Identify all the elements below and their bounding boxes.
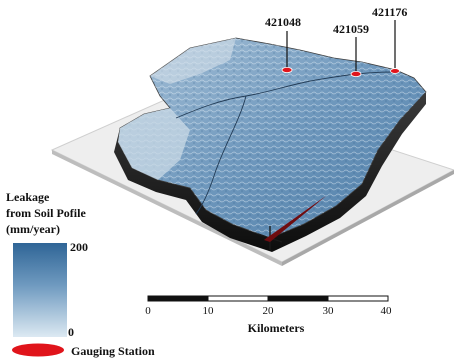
legend-station-label: Gauging Station: [71, 344, 155, 358]
scale-tick-label: 30: [323, 305, 335, 317]
gauging-station-421048[interactable]: 421048: [265, 15, 301, 74]
legend-min-label: 0: [68, 325, 74, 339]
scale-tick-label: 10: [203, 305, 215, 317]
scale-tick-label: 40: [381, 305, 393, 317]
scale-tick-label: 0: [145, 305, 151, 317]
stream-line: [195, 95, 247, 215]
gauging-station-421059[interactable]: 421059: [333, 22, 369, 78]
station-label: 421059: [333, 22, 369, 36]
catchment-highlands: [118, 108, 190, 180]
base-plate-edge: [52, 150, 282, 266]
legend-title-line: Leakage: [6, 190, 50, 204]
station-marker: [350, 71, 362, 78]
scale-bar: [147, 295, 389, 302]
north-arrow-icon: [257, 196, 326, 250]
legend-max-label: 200: [70, 240, 88, 254]
catchment-texture: [118, 38, 426, 238]
station-marker: [281, 67, 293, 74]
legend-title-line: from Soil Pofile: [6, 206, 86, 220]
legend-color-ramp: [13, 243, 67, 337]
scale-unit-label: Kilometers: [248, 321, 305, 335]
base-plate-edge-right: [282, 170, 454, 266]
station-marker: [390, 68, 400, 74]
gauging-station-421176[interactable]: 421176: [372, 5, 407, 74]
gauging-station-legend-icon: [12, 343, 64, 357]
scale-tick-label: 20: [263, 305, 275, 317]
station-label: 421048: [265, 15, 301, 29]
station-label: 421176: [372, 5, 407, 19]
catchment-ridge: [150, 38, 236, 84]
legend-title-line: (mm/year): [6, 222, 60, 236]
